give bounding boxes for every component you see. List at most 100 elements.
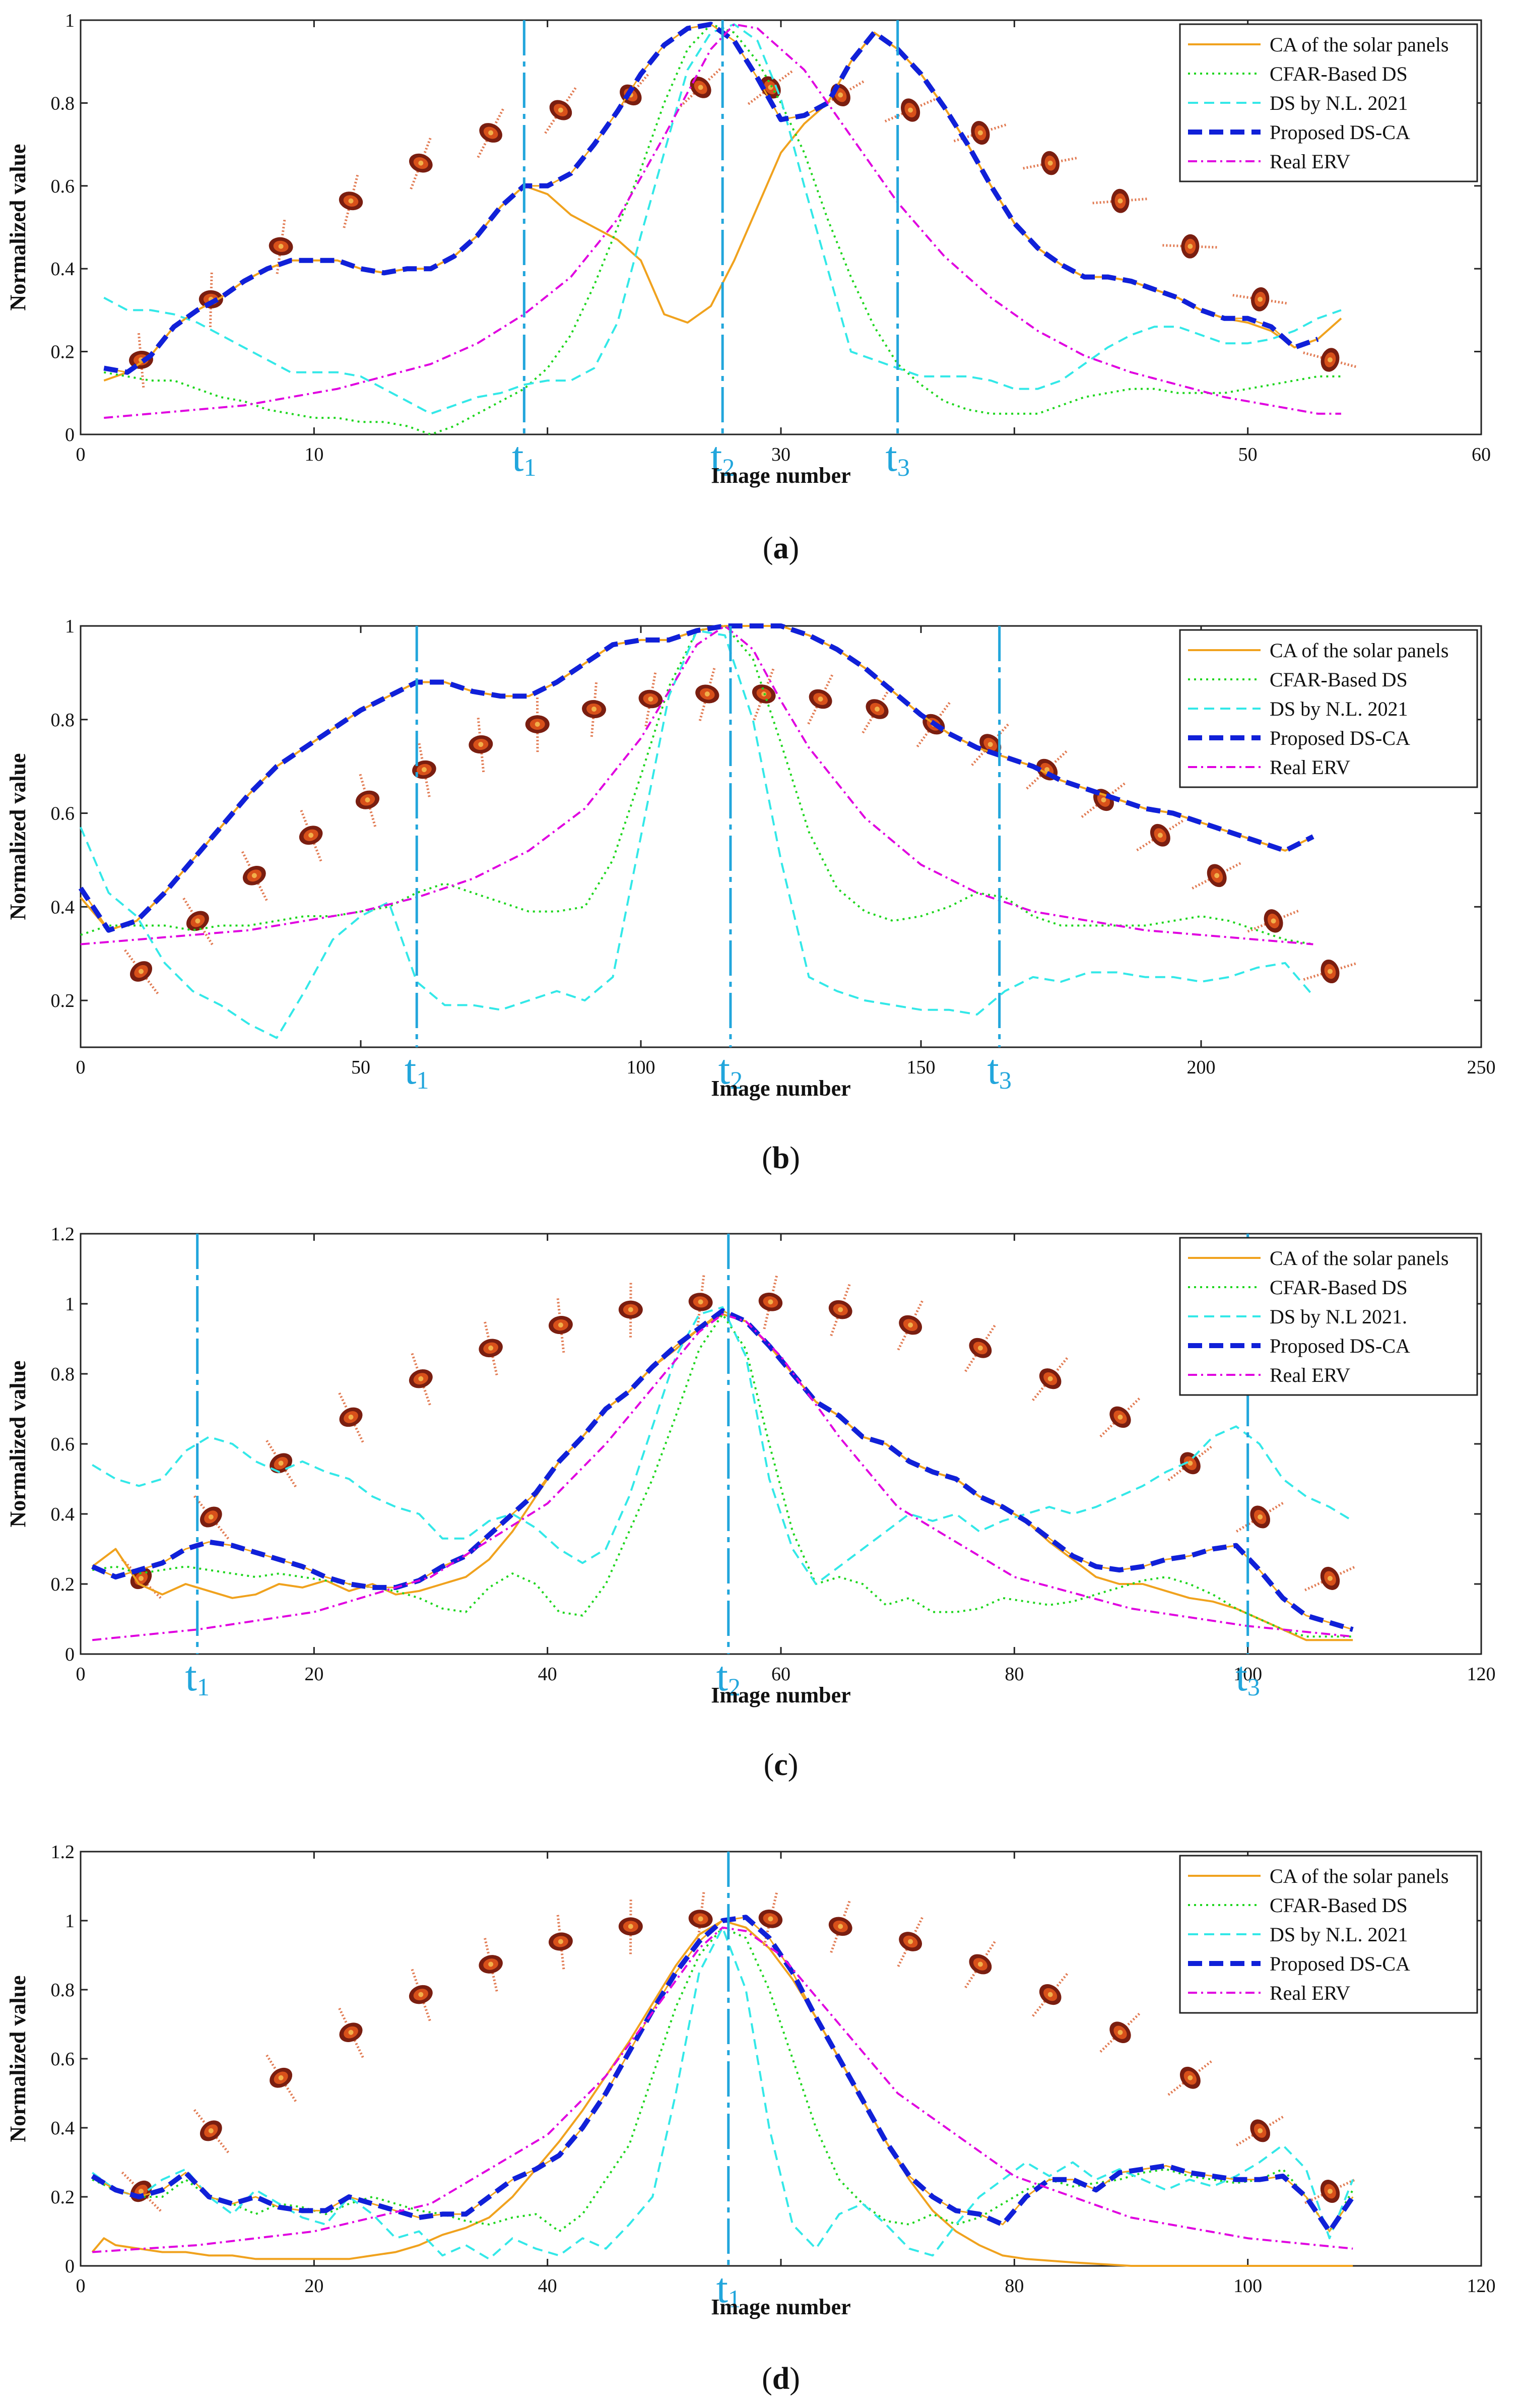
satellite-highlight — [875, 707, 880, 712]
satellite-thumbnail — [688, 1891, 713, 1947]
solar-panel-array — [120, 2171, 162, 2212]
solar-panel-array — [1099, 1397, 1141, 1438]
satellite-thumbnail — [479, 1320, 503, 1376]
satellite-highlight — [838, 92, 843, 98]
time-marker-subscript: 2 — [730, 1066, 743, 1094]
solar-panel-array — [477, 717, 485, 773]
satellite-thumbnail — [412, 742, 436, 797]
solar-panel-array — [1235, 2115, 1285, 2146]
satellite-thumbnail — [1162, 234, 1218, 259]
satellite-highlight — [139, 2189, 144, 2194]
y-tick-label: 0.8 — [51, 93, 75, 114]
satellite-thumbnail — [1099, 1397, 1141, 1438]
solar-panel-array — [1167, 1445, 1213, 1482]
satellite-highlight — [558, 1322, 563, 1328]
satellite-highlight — [1101, 797, 1106, 803]
satellite-thumbnail — [479, 1937, 503, 1992]
satellite-highlight — [908, 1322, 913, 1328]
satellite-highlight — [1157, 833, 1163, 838]
solar-panel-array — [1032, 1356, 1069, 1401]
satellite-thumbnail — [1192, 861, 1242, 890]
satellite-thumbnail — [1232, 287, 1288, 311]
satellite-thumbnail — [409, 1352, 433, 1406]
legend-entry: CA of the solar panels — [1270, 639, 1449, 662]
legend-entry: Proposed DS-CA — [1270, 121, 1410, 144]
legend: CA of the solar panels CFAR-Based DS DS by… — [1179, 1237, 1478, 1396]
satellite-highlight — [1328, 969, 1333, 974]
satellite-highlight — [698, 85, 703, 90]
y-tick-label: 0.4 — [51, 259, 75, 280]
x-tick-label: 40 — [538, 1664, 557, 1685]
satellite-thumbnail — [964, 1940, 997, 1989]
satellite-highlight — [838, 1307, 843, 1312]
y-tick-label: 0.4 — [51, 2118, 75, 2139]
satellite-highlight — [977, 1961, 983, 1967]
satellite-highlight — [1187, 1461, 1193, 1466]
solar-panel-array — [644, 671, 657, 727]
time-marker-subscript: 1 — [416, 1066, 429, 1094]
satellite-highlight — [977, 130, 983, 136]
solar-panel-array — [1304, 1565, 1356, 1592]
satellite-thumbnail — [897, 1916, 924, 1967]
solar-panel-array — [1162, 244, 1218, 249]
time-marker-label: t3 — [885, 433, 909, 481]
series-line-erv — [92, 1926, 1353, 2253]
satellite-thumbnail — [1136, 819, 1184, 852]
x-tick-label: 0 — [76, 1664, 86, 1685]
satellite-highlight — [1258, 296, 1263, 302]
solar-panel-array — [241, 850, 268, 901]
solar-panel-array — [410, 1352, 431, 1406]
y-axis-label: Normalized value — [6, 1975, 30, 2142]
satellite-highlight — [698, 1299, 703, 1305]
series-line-proposed — [91, 1308, 1354, 1632]
solar-panel-array — [612, 73, 650, 117]
satellite-highlight — [1044, 767, 1050, 773]
time-marker-subscript: 3 — [999, 1066, 1012, 1094]
y-tick-label: 1 — [65, 1294, 75, 1315]
time-marker-subscript: 2 — [728, 1673, 741, 1701]
satellite-highlight — [421, 767, 427, 773]
satellite-thumbnail — [758, 1275, 783, 1329]
y-tick-label: 0.2 — [51, 1574, 75, 1595]
time-marker-letter: t — [716, 2265, 728, 2312]
solar-panel-array — [276, 218, 286, 274]
satellite-thumbnail — [758, 1891, 783, 1946]
panel-caption: (d) — [762, 2362, 800, 2396]
solar-panel-array — [1192, 861, 1242, 890]
solar-panel-array — [483, 1320, 498, 1376]
time-marker-letter: t — [1235, 1653, 1247, 1700]
solar-panel-array — [1032, 1972, 1069, 2017]
panel-caption-close: ) — [788, 1748, 799, 1782]
y-tick-label: 1 — [65, 10, 75, 31]
y-tick-label: 1 — [65, 1911, 75, 1932]
y-tick-label: 0.8 — [51, 710, 75, 731]
satellite-thumbnail — [1304, 1565, 1356, 1592]
satellite-highlight — [535, 722, 540, 727]
panel-caption-close: ) — [789, 1141, 800, 1175]
legend-entry: CFAR-Based DS — [1270, 668, 1408, 691]
time-marker-letter: t — [987, 1046, 999, 1093]
solar-panel-array — [1232, 294, 1288, 305]
satellite-highlight — [418, 1376, 424, 1381]
series-line-proposed — [103, 22, 1319, 375]
x-tick-label: 250 — [1467, 1057, 1496, 1078]
time-marker-label: t3 — [1235, 1653, 1260, 1701]
satellite-thumbnail — [618, 1282, 643, 1338]
satellite-highlight — [628, 1307, 633, 1312]
satellite-highlight — [308, 833, 314, 838]
solar-panel-array — [1235, 1501, 1285, 1533]
x-axis-label: Image number — [711, 1076, 850, 1101]
y-tick-label: 0.6 — [51, 176, 75, 197]
solar-panel-array — [265, 1439, 297, 1488]
satellite-highlight — [478, 742, 484, 747]
x-tick-label: 80 — [1005, 2275, 1024, 2297]
solar-panel-array — [182, 897, 214, 945]
satellite-thumbnail — [1304, 2178, 1356, 2204]
solar-panel-array — [830, 1899, 851, 1953]
satellite-thumbnail — [1303, 959, 1357, 984]
satellite-highlight — [208, 1514, 214, 1519]
time-marker-letter: t — [405, 1046, 416, 1093]
satellite-thumbnail — [953, 120, 1008, 145]
